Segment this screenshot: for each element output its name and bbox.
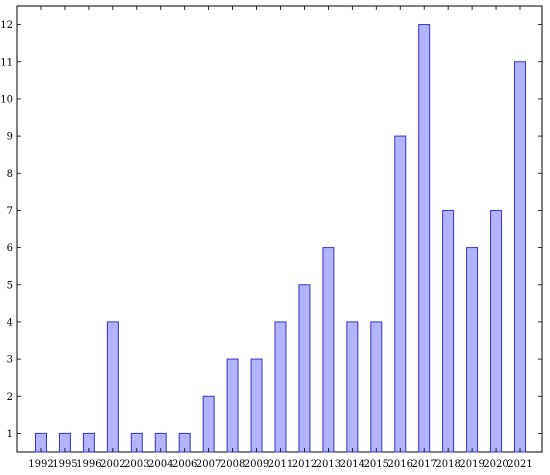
- x-tick-label: 2011: [268, 459, 293, 470]
- y-tick-label: 11: [0, 57, 13, 68]
- bar-2016: [394, 135, 407, 453]
- y-tick-label: 7: [7, 206, 13, 217]
- x-tick-label: 2007: [196, 459, 221, 470]
- bar-2015: [370, 321, 383, 453]
- bar-2009: [250, 358, 263, 453]
- bar-2018: [442, 209, 455, 453]
- y-tick-label: 6: [7, 243, 13, 254]
- y-tick-label: 5: [7, 280, 13, 291]
- bar-2014: [346, 321, 359, 453]
- y-tick-label: 12: [0, 20, 13, 31]
- y-tick-label: 9: [7, 132, 13, 143]
- x-tick-label: 2006: [172, 459, 197, 470]
- x-tick-label: 2017: [411, 459, 436, 470]
- x-tick-label: 2020: [483, 459, 508, 470]
- x-tick-label: 2018: [435, 459, 460, 470]
- bar-2012: [298, 284, 311, 453]
- bar-2017: [418, 24, 431, 453]
- x-tick-label: 2002: [100, 459, 125, 470]
- x-tick-label: 2013: [316, 459, 341, 470]
- y-tick-label: 3: [7, 355, 13, 366]
- bar-2011: [274, 321, 287, 453]
- y-tick-label: 8: [7, 169, 13, 180]
- y-tick-label: 4: [7, 317, 13, 328]
- plot-area: 1234567891011121992199519962002200320042…: [0, 5, 543, 470]
- y-tick-label: 10: [0, 94, 13, 105]
- x-tick-label: 2019: [459, 459, 484, 470]
- bar-2021: [514, 61, 526, 453]
- x-tick-label: 2012: [292, 459, 317, 470]
- bar-2007: [202, 395, 215, 453]
- y-tick-label: 2: [7, 392, 13, 403]
- y-tick-label: 1: [7, 429, 13, 440]
- x-tick-label: 1992: [28, 459, 53, 470]
- bar-2013: [322, 247, 335, 453]
- x-tick-label: 2004: [148, 459, 173, 470]
- x-tick-label: 2014: [340, 459, 365, 470]
- x-tick-label: 1996: [76, 459, 101, 470]
- bar-2020: [490, 209, 503, 453]
- x-tick-label: 2009: [244, 459, 269, 470]
- x-tick-label: 2008: [220, 459, 245, 470]
- x-tick-label: 2003: [124, 459, 149, 470]
- x-tick-label: 2015: [364, 459, 389, 470]
- bar-2019: [466, 247, 479, 453]
- x-tick-label: 2021: [507, 459, 532, 470]
- bar-2008: [226, 358, 239, 453]
- x-tick-label: 2016: [388, 459, 413, 470]
- bar-2002: [106, 321, 119, 453]
- x-tick-label: 1995: [52, 459, 77, 470]
